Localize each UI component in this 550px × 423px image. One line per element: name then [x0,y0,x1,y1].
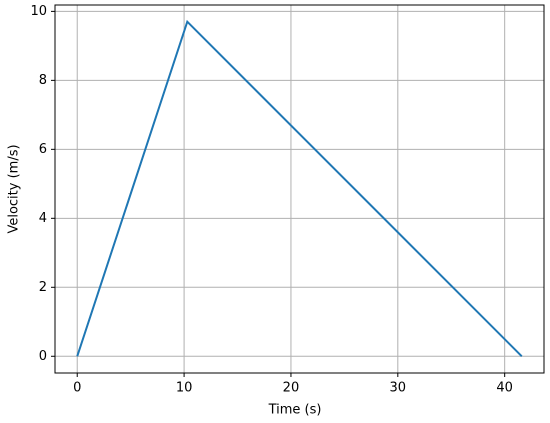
y-tick-label: 10 [30,4,47,19]
y-tick-label: 4 [39,211,47,226]
y-tick-label: 6 [39,142,47,157]
x-tick-label: 30 [390,381,407,396]
x-tick-label: 0 [73,381,81,396]
y-tick-label: 2 [39,280,47,295]
x-tick-label: 20 [283,381,300,396]
x-tick-label: 10 [176,381,193,396]
plot-frame [54,4,545,374]
x-axis-label: Time (s) [268,403,322,418]
y-axis-label: Velocity (m/s) [7,144,22,233]
y-tick-label: 0 [39,349,47,364]
y-tick-label: 8 [39,73,47,88]
x-tick-label: 40 [496,381,513,396]
data-line [76,19,523,357]
